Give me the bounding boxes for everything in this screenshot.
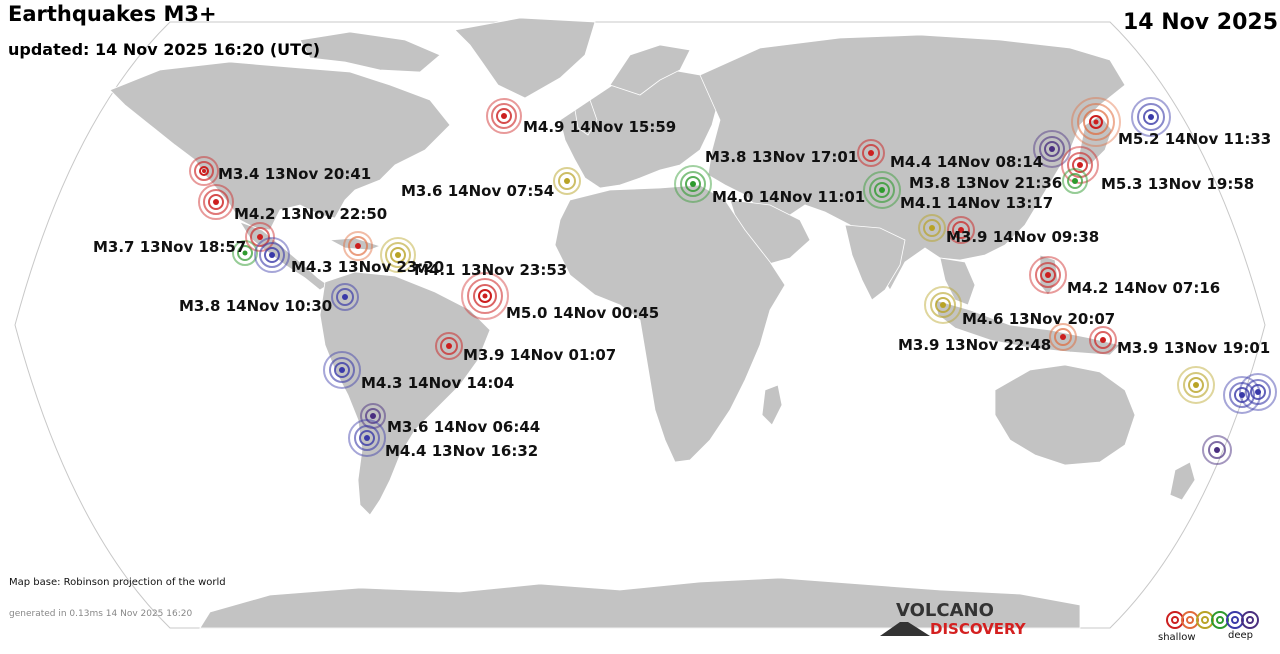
- quake-label: M4.6 13Nov 20:07: [962, 310, 1115, 328]
- scandinavia: [609, 44, 691, 96]
- quake-label: M4.3 13Nov 23:20: [291, 258, 444, 276]
- quake-label: M5.2 14Nov 11:33: [1118, 130, 1271, 148]
- quake-marker-m44-japan-deep[interactable]: [1033, 130, 1071, 168]
- quake-label: M4.0 14Nov 11:01: [712, 188, 865, 206]
- quake-label: M4.4 13Nov 16:32: [385, 442, 538, 460]
- map-base-note: Map base: Robinson projection of the wor…: [9, 577, 226, 588]
- quake-marker-m50-mid-atlantic[interactable]: [461, 272, 509, 320]
- quake-label: M3.8 13Nov 17:01: [705, 148, 858, 166]
- new-zealand: [1169, 461, 1196, 501]
- quake-marker-m34-california[interactable]: [189, 156, 219, 186]
- quake-marker-fiji-2[interactable]: [1239, 373, 1277, 411]
- generated-note: generated in 0.13ms 14 Nov 2025 16:20: [9, 609, 193, 619]
- quake-marker-m41-caribbean[interactable]: [380, 237, 416, 273]
- madagascar: [761, 384, 783, 426]
- quake-label: M3.9 13Nov 22:48: [898, 336, 1051, 354]
- arctic-islands: [299, 31, 441, 73]
- quake-marker-m37-mexico-south[interactable]: [232, 240, 258, 266]
- quake-marker-m49-atlantic[interactable]: [486, 98, 522, 134]
- quake-marker-fiji-1[interactable]: [1223, 376, 1261, 414]
- legend-shallow-label: shallow: [1158, 632, 1196, 643]
- quake-marker-vanuatu[interactable]: [1177, 366, 1215, 404]
- north-america: [109, 61, 451, 231]
- legend-circle-intermediate: [1211, 611, 1229, 629]
- depth-legend-circles: [1166, 611, 1259, 629]
- quake-label: M4.2 14Nov 07:16: [1067, 279, 1220, 297]
- quake-marker-m38-myanmar[interactable]: [918, 214, 946, 242]
- legend-circle-very-deep: [1241, 611, 1259, 629]
- quake-marker-m44-argentina[interactable]: [348, 419, 386, 457]
- quake-marker-m39-china-south[interactable]: [947, 216, 975, 244]
- quake-marker-m38-colombia[interactable]: [331, 283, 359, 311]
- quake-label: M3.4 13Nov 20:41: [218, 165, 371, 183]
- quake-marker-tonga-kermadec[interactable]: [1202, 435, 1232, 465]
- australia: [994, 364, 1136, 466]
- legend-circle-shallow: [1166, 611, 1184, 629]
- quake-labels: M4.9 14Nov 15:59 M3.4 13Nov 20:41 M4.2 1…: [93, 118, 1271, 460]
- quake-marker-m38-iran[interactable]: [857, 139, 885, 167]
- logo-volcano-text: VOLCANO: [896, 600, 994, 621]
- legend-circle-shallow-mid: [1181, 611, 1199, 629]
- quake-marker-m39-moluccas[interactable]: [1089, 326, 1117, 354]
- landmasses: [109, 17, 1196, 629]
- quake-marker-m43-central-america[interactable]: [254, 237, 290, 273]
- quake-marker-m41-afghanistan[interactable]: [863, 171, 901, 209]
- quake-label: M4.1 13Nov 23:53: [414, 261, 567, 279]
- legend-circle-deep: [1226, 611, 1244, 629]
- quake-marker-m40-greece[interactable]: [674, 165, 712, 203]
- quake-marker-m42-mexico[interactable]: [198, 184, 234, 220]
- quake-marker-m39-brazil[interactable]: [435, 332, 463, 360]
- quake-label: M3.9 14Nov 09:38: [946, 228, 1099, 246]
- quake-label: M4.2 13Nov 22:50: [234, 205, 387, 223]
- volcano-icon: [880, 622, 930, 636]
- quake-label: M3.9 13Nov 19:01: [1117, 339, 1270, 357]
- quake-label: M5.3 13Nov 19:58: [1101, 175, 1254, 193]
- quake-label: M3.8 13Nov 21:36: [909, 174, 1062, 192]
- quake-label: M4.4 14Nov 08:14: [890, 153, 1043, 171]
- legend-circle-mid: [1196, 611, 1214, 629]
- legend-deep-label: deep: [1228, 630, 1253, 641]
- quake-label: M3.8 14Nov 10:30: [179, 297, 332, 315]
- quake-label: M5.0 14Nov 00:45: [506, 304, 659, 322]
- quake-label: M3.6 14Nov 07:54: [401, 182, 554, 200]
- quake-marker-m46-sumatra[interactable]: [924, 286, 962, 324]
- quake-label: M3.6 14Nov 06:44: [387, 418, 540, 436]
- quake-marker-m38-japan-green[interactable]: [1062, 168, 1088, 194]
- quake-marker-m42-philippines[interactable]: [1029, 256, 1067, 294]
- quake-label: M3.9 14Nov 01:07: [463, 346, 616, 364]
- quake-marker-m43-peru[interactable]: [323, 351, 361, 389]
- quake-label: M4.9 14Nov 15:59: [523, 118, 676, 136]
- indonesia: [934, 299, 1121, 356]
- page-title: Earthquakes M3+: [8, 2, 217, 26]
- depth-legend: shallow deep: [1158, 608, 1276, 648]
- quake-label: M3.7 13Nov 18:57: [93, 238, 246, 256]
- quake-marker-guatemala-shallow[interactable]: [245, 222, 275, 252]
- quake-marker-m52-kuril[interactable]: [1131, 97, 1171, 137]
- greenland: [454, 17, 596, 99]
- quake-label: M4.3 14Nov 14:04: [361, 374, 514, 392]
- quake-marker-m39-sulawesi[interactable]: [1049, 323, 1077, 351]
- quake-marker-m36-spain[interactable]: [553, 167, 581, 195]
- quake-marker-caribbean-east[interactable]: [343, 231, 373, 261]
- date-label: 14 Nov 2025: [1122, 10, 1278, 35]
- volcano-discovery-logo[interactable]: VOLCANO DISCOVERY: [878, 600, 1038, 644]
- quake-marker-m53-japan[interactable]: [1071, 97, 1121, 147]
- africa: [554, 184, 786, 463]
- updated-timestamp: updated: 14 Nov 2025 16:20 (UTC): [8, 40, 321, 59]
- logo-discovery-text: DISCOVERY: [930, 620, 1026, 638]
- british-isles: [574, 99, 598, 136]
- quake-label: M4.1 14Nov 13:17: [900, 194, 1053, 212]
- antarctica: [199, 577, 1081, 629]
- southeast-asia: [939, 257, 976, 306]
- india: [844, 224, 906, 301]
- quake-markers: [189, 97, 1277, 465]
